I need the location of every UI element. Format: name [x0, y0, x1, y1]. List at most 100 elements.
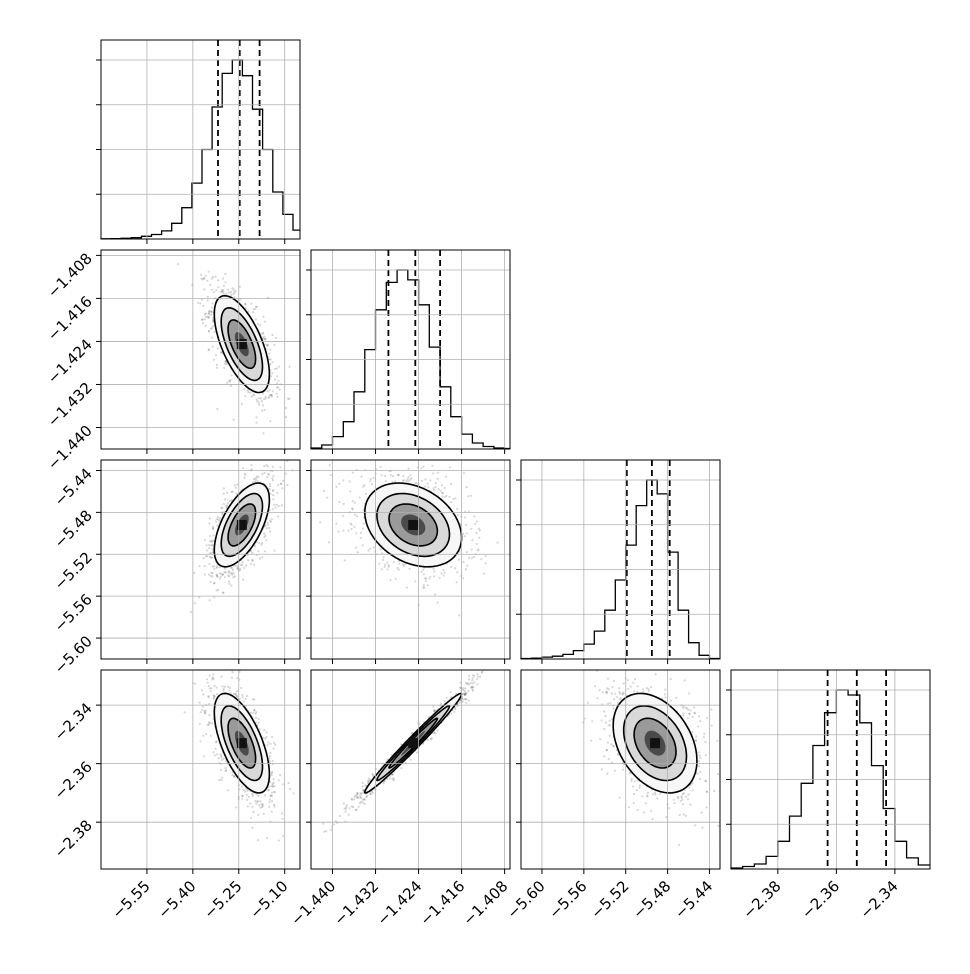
sample-point: [235, 806, 237, 808]
sample-point: [255, 416, 257, 418]
sample-point: [259, 324, 261, 326]
sample-point: [257, 480, 259, 482]
sample-point: [194, 602, 196, 604]
sample-point: [252, 560, 254, 562]
sample-point: [224, 568, 226, 570]
sample-point: [232, 671, 234, 673]
sample-point: [441, 495, 443, 497]
sample-point: [373, 546, 375, 548]
sample-point: [262, 803, 264, 805]
sample-point: [351, 528, 353, 530]
sample-point: [228, 583, 230, 585]
sample-point: [279, 389, 281, 391]
sample-point: [210, 314, 212, 316]
sample-point: [227, 289, 229, 291]
sample-point: [369, 548, 371, 550]
panel-content-3-1: [322, 655, 497, 833]
sample-point: [402, 475, 404, 477]
sample-point: [217, 286, 219, 288]
sample-point: [208, 349, 210, 351]
sample-point: [211, 289, 213, 291]
sample-point: [392, 475, 394, 477]
sample-point: [282, 480, 284, 482]
sample-point: [328, 541, 330, 543]
sample-point: [273, 782, 275, 784]
sample-point: [204, 539, 206, 541]
sample-point: [258, 718, 260, 720]
sample-point: [205, 733, 207, 735]
sample-point: [228, 690, 230, 692]
sample-point: [409, 474, 411, 476]
sample-point: [212, 534, 214, 536]
sample-point: [408, 468, 410, 470]
sample-point: [373, 477, 375, 479]
sample-point: [473, 556, 475, 558]
sample-point: [204, 318, 206, 320]
sample-point: [275, 507, 277, 509]
sample-point: [217, 516, 219, 518]
sample-point: [434, 486, 436, 488]
sample-point: [281, 504, 283, 506]
sample-point: [200, 711, 202, 713]
sample-point: [444, 496, 446, 498]
sample-point: [477, 549, 479, 551]
sample-point: [271, 772, 273, 774]
sample-point: [214, 754, 216, 756]
sample-point: [268, 353, 270, 355]
sample-point: [339, 815, 341, 817]
sample-point: [211, 545, 213, 547]
sample-point: [262, 737, 264, 739]
sample-point: [257, 814, 259, 816]
sample-point: [271, 736, 273, 738]
sample-point: [443, 572, 445, 574]
sample-point: [431, 465, 433, 467]
sample-point: [263, 729, 265, 731]
sample-point: [259, 800, 261, 802]
sample-point: [257, 839, 259, 841]
sample-point: [270, 493, 272, 495]
sample-point: [252, 811, 254, 813]
sample-point: [360, 532, 362, 534]
sample-point: [221, 777, 223, 779]
sample-point: [454, 497, 456, 499]
sample-point: [273, 742, 275, 744]
sample-point: [466, 551, 468, 553]
sample-point: [227, 502, 229, 504]
sample-point: [199, 723, 201, 725]
panel-1-0: [177, 263, 291, 434]
sample-point: [269, 755, 271, 757]
sample-point: [209, 599, 211, 601]
sample-point: [370, 793, 372, 795]
peak-bin: [237, 520, 247, 530]
sample-point: [424, 485, 426, 487]
sample-point: [267, 741, 269, 743]
sample-point: [251, 395, 253, 397]
sample-point: [209, 517, 211, 519]
sample-point: [356, 796, 358, 798]
sample-point: [261, 806, 263, 808]
sample-point: [288, 782, 290, 784]
sample-point: [268, 757, 270, 759]
sample-point: [243, 700, 245, 702]
sample-point: [215, 276, 217, 278]
sample-point: [263, 533, 265, 535]
sample-point: [476, 521, 478, 523]
sample-point: [258, 542, 260, 544]
sample-point: [233, 775, 235, 777]
sample-point: [386, 561, 388, 563]
sample-point: [468, 678, 470, 680]
panel-content-1-0: [177, 263, 291, 434]
sample-point: [252, 712, 254, 714]
sample-point: [352, 500, 354, 502]
sample-point: [358, 806, 360, 808]
sample-point: [201, 709, 203, 711]
sample-point: [273, 747, 275, 749]
sample-point: [223, 487, 225, 489]
sample-point: [273, 785, 275, 787]
sample-point: [242, 579, 244, 581]
sample-point: [271, 395, 273, 397]
sample-point: [202, 557, 204, 559]
sample-point: [208, 330, 210, 332]
sample-point: [271, 800, 273, 802]
sample-point: [222, 574, 224, 576]
